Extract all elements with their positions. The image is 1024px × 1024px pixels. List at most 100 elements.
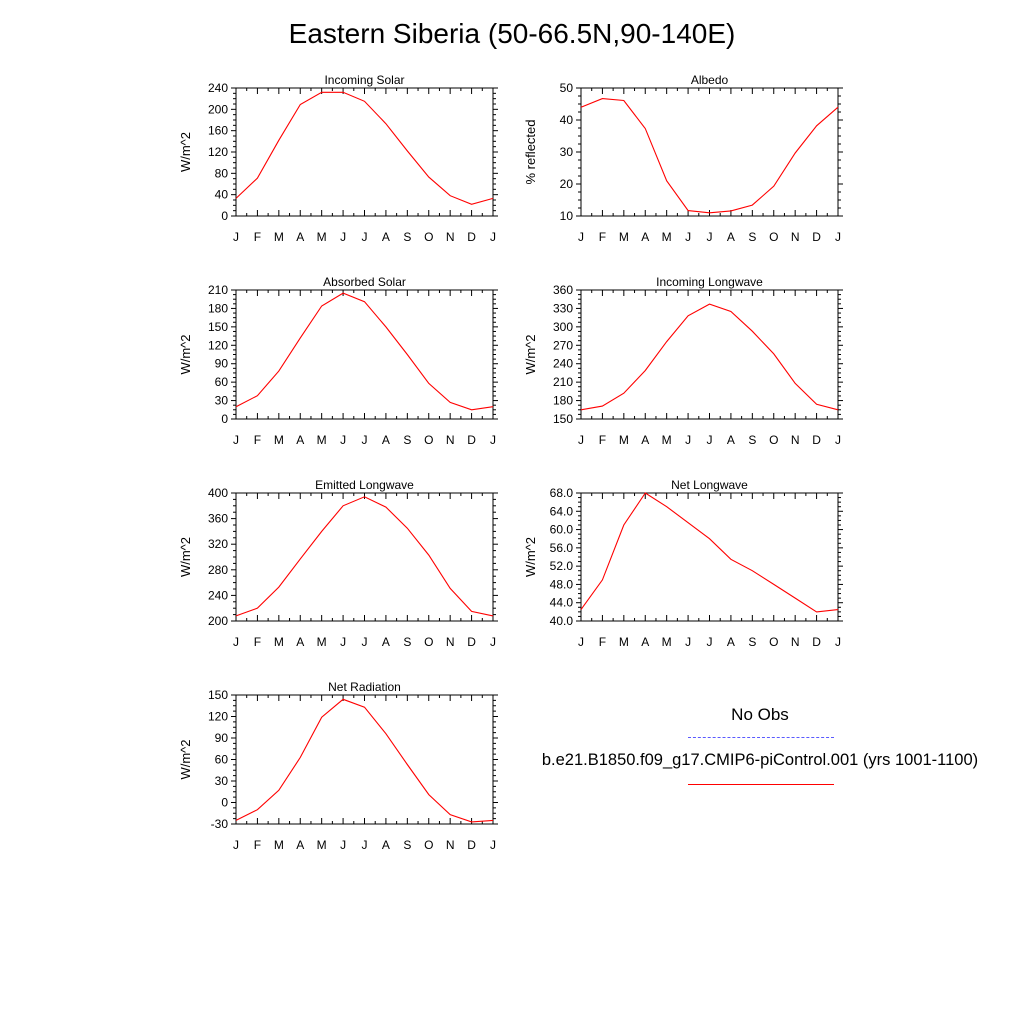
panel-3-frame [235, 289, 494, 420]
panel-3-xtick-label: M [274, 433, 284, 447]
panel-4-xtick-label: O [769, 433, 778, 447]
panel-1-xtick-label: J [233, 230, 239, 244]
panel-3-xtick-label: N [446, 433, 455, 447]
panel-3-xtick-label: F [254, 433, 261, 447]
panel-7-ytick-label: 0 [221, 796, 228, 810]
panel-7-xtick-label: F [254, 838, 261, 852]
panel-5-xtick-label: J [340, 635, 346, 649]
panel-2-xtick-label: A [641, 230, 649, 244]
panel-3-ytick-label: 120 [208, 338, 228, 352]
panel-3-ytick-label: 90 [215, 357, 229, 371]
panel-3-xtick-label: J [340, 433, 346, 447]
panel-5-ytick-label: 320 [208, 537, 228, 551]
panel-1-xtick-label: M [317, 230, 327, 244]
panel-3-ylabel: W/m^2 [178, 334, 193, 374]
panel-5-ytick-label: 280 [208, 563, 228, 577]
legend-obs-line [688, 737, 834, 738]
panel-7-xtick-label: J [340, 838, 346, 852]
panel-2-xtick-label: M [619, 230, 629, 244]
legend-model-line [688, 784, 834, 785]
panel-5-xtick-label: A [296, 635, 304, 649]
panel-7-xtick-label: S [403, 838, 411, 852]
panel-3-xtick-label: O [424, 433, 433, 447]
panel-1-xtick-label: J [340, 230, 346, 244]
panel-1-title: Incoming Solar [324, 73, 404, 87]
panel-3-title: Absorbed Solar [323, 275, 406, 289]
panel-1-xtick-label: J [362, 230, 368, 244]
panel-6-xtick-label: D [812, 635, 821, 649]
panel-7-xtick-label: D [467, 838, 476, 852]
panel-6-xtick-label: M [662, 635, 672, 649]
panel-4-xtick-label: N [791, 433, 800, 447]
panel-2-xtick-label: J [835, 230, 841, 244]
panel-2-ylabel: % reflected [523, 119, 538, 184]
panel-6-ytick-label: 40.0 [550, 614, 574, 628]
panel-1-frame [235, 87, 494, 217]
panel-6-ytick-label: 48.0 [550, 577, 574, 591]
panel-2-frame [580, 87, 839, 217]
panel-4-xtick-label: M [619, 433, 629, 447]
main-title: Eastern Siberia (50-66.5N,90-140E) [288, 18, 736, 49]
panel-7-ytick-label: 90 [215, 731, 229, 745]
panel-1-ytick-label: 40 [215, 188, 229, 202]
panel-6-xtick-label: A [641, 635, 649, 649]
panel-1-ytick-label: 120 [208, 145, 228, 159]
panel-6-xtick-label: O [769, 635, 778, 649]
panel-4-xtick-label: M [662, 433, 672, 447]
panel-3-xtick-label: S [403, 433, 411, 447]
panel-6-frame [580, 492, 839, 622]
panel-5-xtick-label: J [233, 635, 239, 649]
panel-7-ytick-label: 30 [215, 774, 229, 788]
panel-6-xtick-label: J [707, 635, 713, 649]
panel-6-ytick-label: 68.0 [550, 486, 574, 500]
panel-4-ytick-label: 360 [553, 283, 573, 297]
panel-7-xtick-label: A [296, 838, 304, 852]
panel-5-xtick-label: J [490, 635, 496, 649]
panel-7-xtick-label: M [317, 838, 327, 852]
panel-5-title: Emitted Longwave [315, 478, 414, 492]
panel-3-xtick-label: A [382, 433, 390, 447]
panel-1-xtick-label: O [424, 230, 433, 244]
panel-5-xtick-label: A [382, 635, 390, 649]
panel-1-ytick-label: 240 [208, 81, 228, 95]
panel-6-ylabel: W/m^2 [523, 537, 538, 577]
panel-6-title: Net Longwave [671, 478, 748, 492]
panel-5-xtick-label: N [446, 635, 455, 649]
panel-1-ytick-label: 160 [208, 124, 228, 138]
panel-6-xtick-label: N [791, 635, 800, 649]
panel-4-ylabel: W/m^2 [523, 334, 538, 374]
panel-3-xtick-label: A [296, 433, 304, 447]
panel-1-ytick-label: 0 [221, 209, 228, 223]
panel-1-ytick-label: 200 [208, 102, 228, 116]
panel-7-title: Net Radiation [328, 680, 401, 694]
panel-4-xtick-label: J [835, 433, 841, 447]
panel-4-xtick-label: S [748, 433, 756, 447]
panel-6-ytick-label: 44.0 [550, 596, 574, 610]
panel-6-xtick-label: M [619, 635, 629, 649]
panel-5-xtick-label: M [317, 635, 327, 649]
panel-6-xtick-label: J [685, 635, 691, 649]
panel-6-series-line [580, 492, 839, 613]
panel-2-ytick-label: 20 [560, 177, 574, 191]
panel-2-xtick-label: S [748, 230, 756, 244]
panel-2-xtick-label: O [769, 230, 778, 244]
panel-3-xtick-label: J [233, 433, 239, 447]
panel-7-xtick-label: J [490, 838, 496, 852]
panel-4-ytick-label: 270 [553, 338, 573, 352]
panel-3-ytick-label: 150 [208, 320, 228, 334]
panel-4-title: Incoming Longwave [656, 275, 763, 289]
panel-6-xtick-label: S [748, 635, 756, 649]
panel-5-ylabel: W/m^2 [178, 537, 193, 577]
panel-3-ytick-label: 0 [221, 412, 228, 426]
panel-5-ytick-label: 360 [208, 512, 228, 526]
panel-4-xtick-label: D [812, 433, 821, 447]
panel-1-xtick-label: S [403, 230, 411, 244]
legend-obs-label: No Obs [731, 705, 789, 724]
panel-2-title: Albedo [691, 73, 729, 87]
panel-7-ytick-label: -30 [211, 817, 229, 831]
panel-1-ylabel: W/m^2 [178, 132, 193, 172]
panel-5-ytick-label: 200 [208, 614, 228, 628]
panel-1-xtick-label: M [274, 230, 284, 244]
panel-4-ytick-label: 210 [553, 375, 573, 389]
